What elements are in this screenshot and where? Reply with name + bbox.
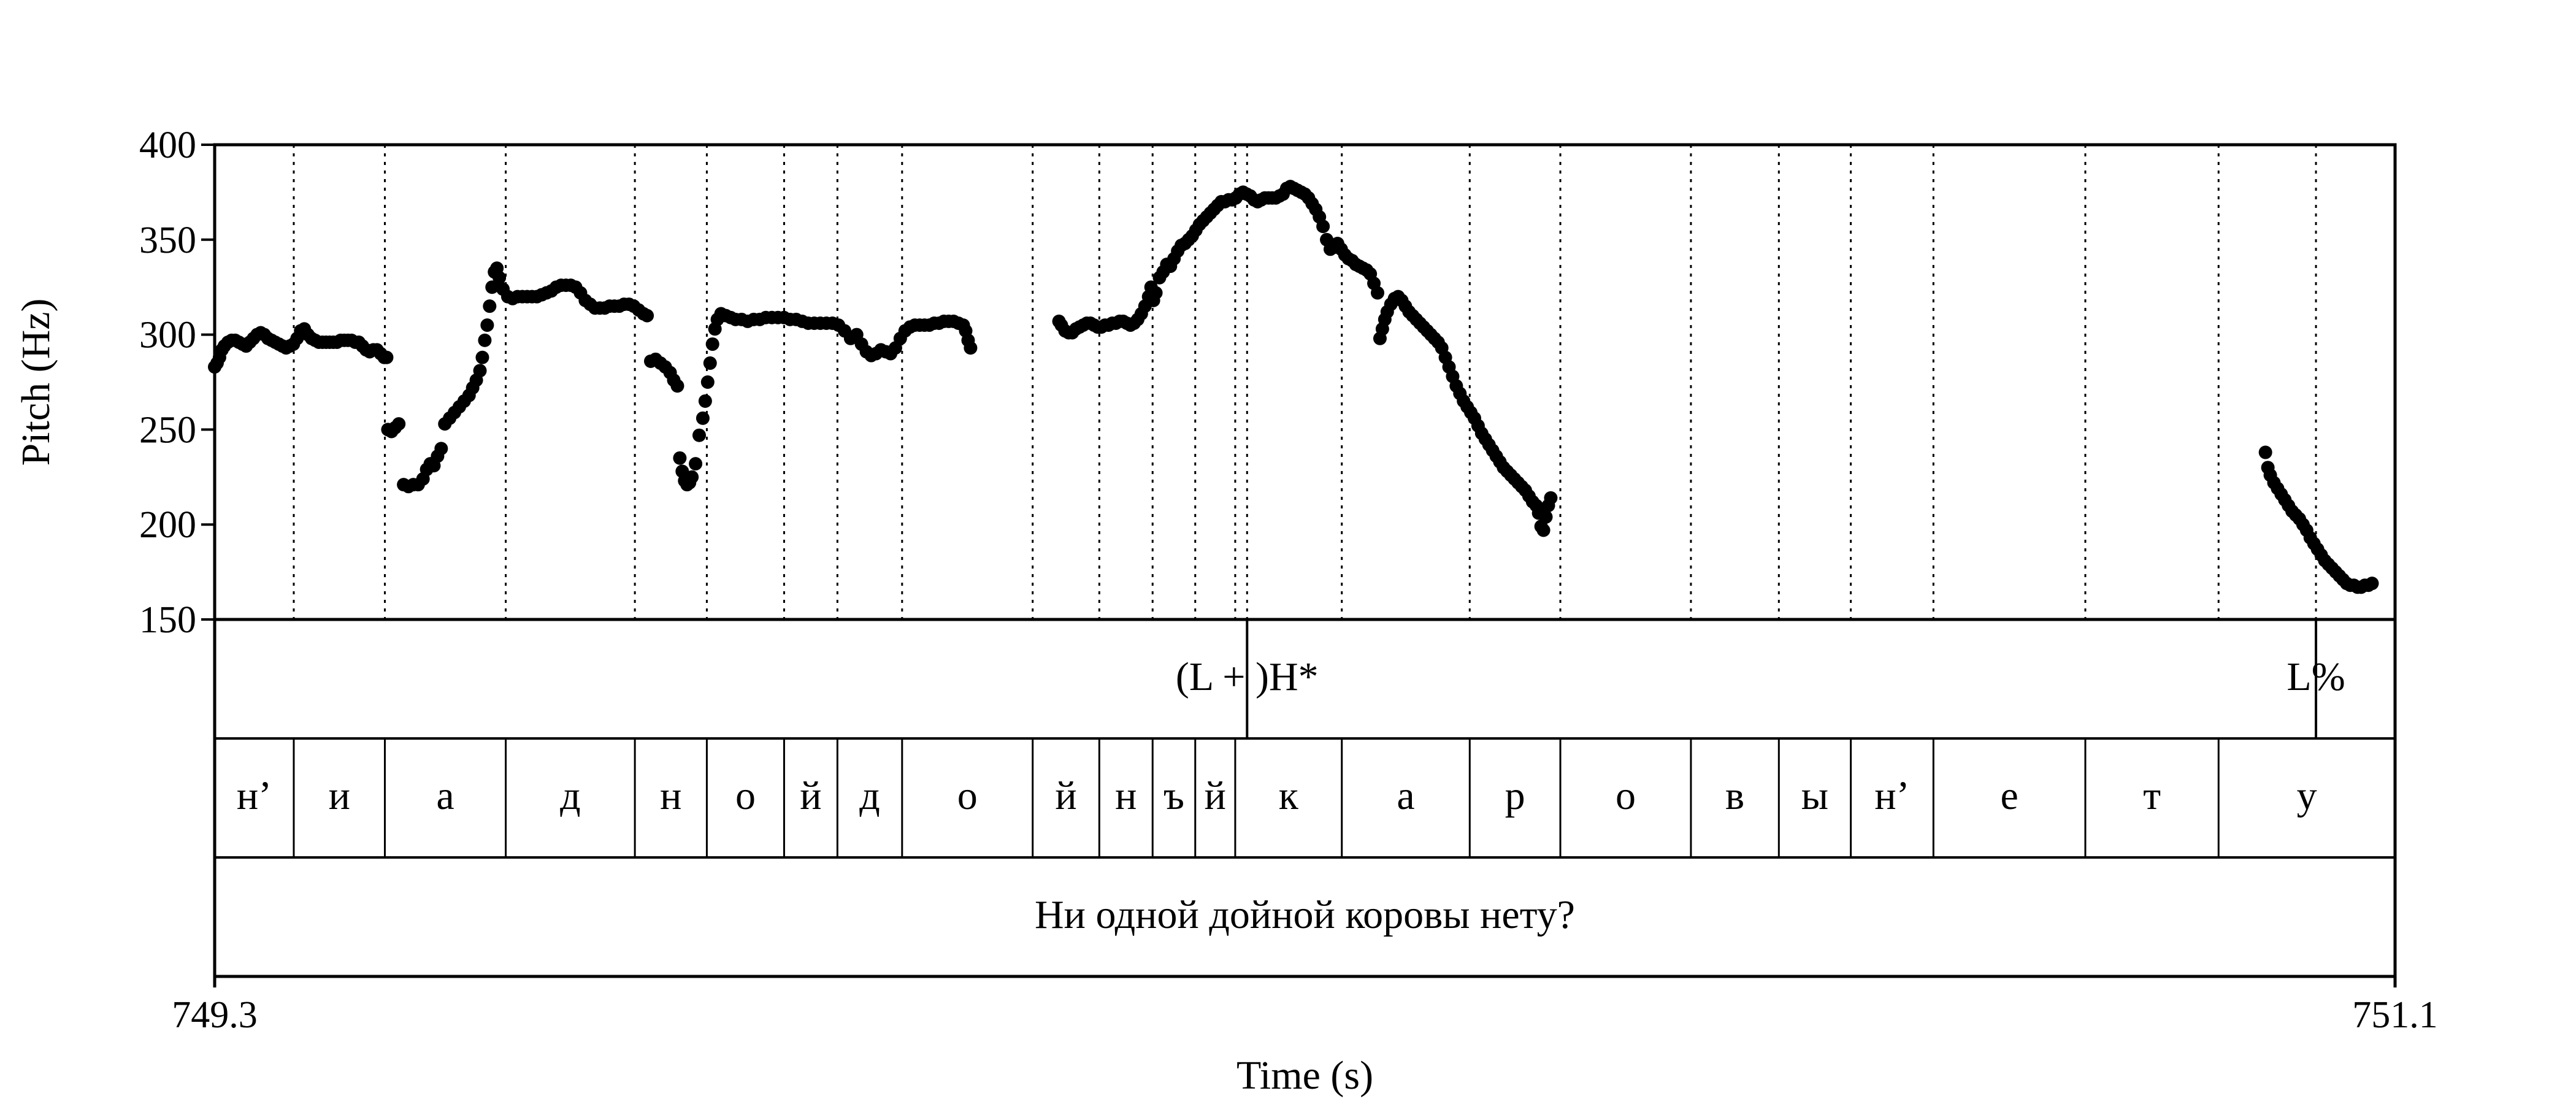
sentence-label: Ни одной дойной коровы нету? (1035, 892, 1575, 937)
pitch-point (670, 379, 684, 393)
pitch-points (208, 180, 2379, 594)
phone-label: р (1505, 773, 1525, 818)
pitch-point (493, 270, 507, 285)
y-axis-ticks: 150 200 250 300 350 400 (139, 125, 215, 641)
phone-label: а (1397, 773, 1414, 818)
phone-label: и (329, 773, 350, 818)
pitch-point (1544, 491, 1558, 505)
pitch-point (485, 280, 499, 294)
plot-frames (213, 143, 2397, 987)
y-tick-label: 250 (139, 409, 196, 451)
pitch-point (483, 299, 497, 313)
x-axis-title: Time (s) (1236, 1053, 1373, 1098)
phone-tier: н’ и а д н о й д о й н ъ й к а р о в ы н’ е т у (237, 738, 2317, 857)
pitch-point (698, 394, 712, 408)
y-tick-label: 350 (139, 220, 196, 261)
pitch-point (1371, 286, 1384, 300)
pitch-point (392, 417, 406, 431)
phone-label: н’ (237, 773, 272, 818)
pitch-point (473, 364, 487, 378)
phone-label: й (1055, 773, 1076, 818)
pitch-point (705, 337, 719, 351)
tone-label: L% (2287, 654, 2345, 699)
tier-frame (213, 618, 2397, 978)
phone-label: й (1205, 773, 1226, 818)
tone-tier: (L + )H* L% (1176, 619, 2345, 738)
pitch-point (696, 411, 710, 425)
pitch-point (703, 356, 717, 370)
y-tick-label: 200 (139, 504, 196, 546)
phone-label: у (2297, 773, 2317, 818)
x-axis-min-label: 749.3 (172, 994, 258, 1036)
pitch-point (685, 470, 699, 484)
pitch-point (964, 341, 978, 355)
pitch-point (2258, 445, 2272, 459)
phone-label: ы (1801, 773, 1828, 818)
phone-label: д (859, 773, 880, 818)
y-axis-title: Pitch (Hz) (13, 298, 58, 466)
pitch-point (1536, 523, 1551, 537)
phone-label: о (1616, 773, 1636, 818)
pitch-point (640, 309, 654, 323)
phone-label: в (1725, 773, 1744, 818)
y-tick-label: 150 (139, 599, 196, 641)
pitch-point (689, 457, 703, 471)
pitch-point (478, 333, 492, 347)
pitch-point (700, 375, 715, 389)
phone-label: д (560, 773, 581, 818)
phone-label: к (1279, 773, 1299, 818)
phone-label: о (735, 773, 756, 818)
boundary-guides (293, 145, 2317, 619)
pitch-point (434, 442, 448, 456)
y-tick-label: 300 (139, 315, 196, 356)
pitch-point (1149, 286, 1163, 300)
pitch-point (475, 350, 489, 364)
phone-label: н’ (1874, 773, 1909, 818)
phone-label: а (436, 773, 454, 818)
pitch-point (1539, 510, 1553, 524)
pitch-point (1316, 220, 1330, 234)
pitch-point (692, 428, 706, 442)
phone-label: й (800, 773, 821, 818)
phone-label: е (2001, 773, 2018, 818)
phone-label: н (1115, 773, 1137, 818)
phone-label: т (2143, 773, 2161, 818)
phone-label: ъ (1163, 773, 1184, 818)
x-axis-max-label: 751.1 (2352, 994, 2438, 1036)
phone-label: о (957, 773, 978, 818)
phone-label: н (660, 773, 681, 818)
pitch-point (480, 318, 494, 332)
pitch-frame (213, 143, 2397, 621)
pitch-point (380, 350, 394, 364)
pitch-point (2365, 577, 2379, 591)
pitch-point (673, 451, 687, 465)
tone-label: (L + )H* (1176, 654, 1319, 699)
y-tick-label: 400 (139, 125, 196, 166)
